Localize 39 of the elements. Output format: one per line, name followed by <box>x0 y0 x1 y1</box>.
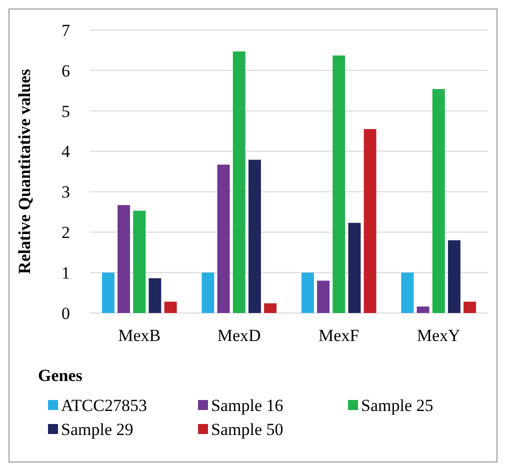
bar <box>301 272 314 313</box>
legend-label: Sample 29 <box>61 420 134 439</box>
bar <box>164 302 177 313</box>
bar <box>432 89 445 313</box>
x-tick-label: MexY <box>416 326 460 345</box>
bar <box>118 205 130 313</box>
bar <box>332 55 346 313</box>
legend-label: Sample 50 <box>211 420 284 439</box>
y-tick-label: 7 <box>62 20 70 40</box>
x-tick-label: MexF <box>318 326 360 345</box>
bar <box>348 222 361 313</box>
legend-title: Genes <box>38 366 83 385</box>
y-tick-label: 0 <box>62 304 70 323</box>
bar <box>317 280 330 313</box>
y-tick-label: 3 <box>62 182 70 202</box>
y-axis-title: Relative Quantitative values <box>15 68 34 274</box>
bar <box>264 303 277 313</box>
bar <box>133 210 146 313</box>
y-tick-label: 5 <box>62 102 70 121</box>
x-tick-label: MexB <box>118 326 161 345</box>
legend-label: ATCC27853 <box>61 396 147 415</box>
bar <box>217 164 230 313</box>
bar <box>401 272 414 313</box>
bar <box>364 129 376 313</box>
bar <box>248 160 261 313</box>
legend-label: Sample 16 <box>211 396 284 415</box>
y-tick-label: 6 <box>62 61 70 80</box>
bar <box>416 306 430 313</box>
bar <box>232 51 246 313</box>
bar <box>448 240 460 313</box>
bar <box>464 302 476 313</box>
y-tick-label: 2 <box>62 223 70 242</box>
x-tick-label: MexD <box>217 326 261 345</box>
y-tick-label: 4 <box>62 142 70 162</box>
bar <box>102 272 114 313</box>
bar <box>148 278 162 313</box>
bar <box>202 272 214 313</box>
y-tick-label: 1 <box>62 264 70 283</box>
legend-label: Sample 25 <box>361 396 434 415</box>
